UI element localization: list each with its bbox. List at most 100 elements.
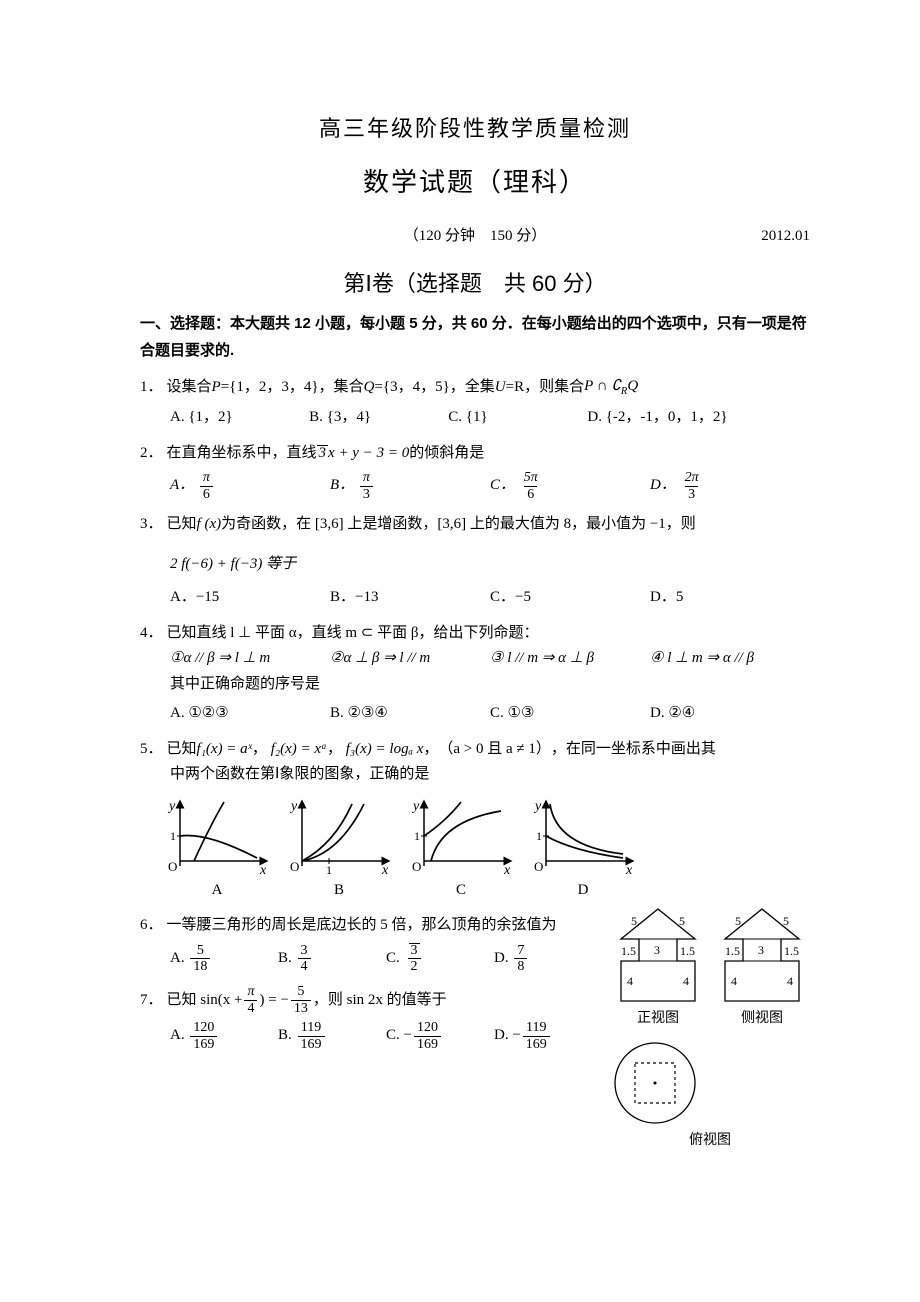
svg-text:y: y [533,799,542,814]
question-2: 2． 在直角坐标系中，直线 3x + y − 3 = 0 的倾斜角是 A． π6… [140,441,810,502]
question-1: 1． 设集合 P ={1，2，3，4}，集合 Q ={3，4，5}，全集 U =… [140,374,810,430]
svg-text:O: O [412,859,421,874]
svg-text:1: 1 [170,829,176,843]
fv-d1: 5 [631,914,637,928]
q1-expr: P ∩ ∁RQ [584,374,638,401]
svg-text:x: x [503,863,511,876]
q5-f3: f₃(x) = logₐ x [346,737,424,763]
question-4: 4． 已知直线 l ⊥ 平面 α，直线 m ⊂ 平面 β，给出下列命题： ①α … [140,621,810,727]
top-view: 俯视图 [610,1039,810,1153]
q1-opt-D: D. {-2，-1，0，1，2} [587,405,810,431]
sv-d1: 5 [735,914,741,928]
q3-num: 3． [140,512,163,538]
q3-opt-A: A．−15 [170,585,330,611]
q2-opt-B: B． π3 [330,470,490,502]
q6-B-n: 3 [298,943,311,958]
q7-f2d: 13 [291,1000,311,1016]
q5-line2: 中两个函数在第Ⅰ象限的图象，正确的是 [170,762,810,788]
q6-C-lbl: C. [386,946,400,972]
q5-lbl-D: D [528,878,638,904]
q1-t2: ={1，2，3，4}，集合 [221,375,364,401]
q6-opt-C: C. 32 [386,943,494,975]
svg-text:1: 1 [536,829,542,843]
q5-fig-C: y x O 1 C [406,796,516,904]
svg-text:O: O [534,859,543,874]
side-view: 5 5 1.5 3 1.5 4 4 侧视图 [721,905,803,1031]
q2-A-n: π [200,470,213,485]
q2-t2: 的倾斜角是 [409,441,484,467]
q3-s2: 为奇函数，在 [3,6] 上是增函数，[3,6] 上的最大值为 8，最小值为 −… [221,512,696,538]
front-view-svg: 5 5 1.5 3 1.5 4 4 [617,905,699,1005]
q7-f2n: 5 [294,984,307,999]
q6-A-lbl: A. [170,946,185,972]
title-main: 高三年级阶段性教学质量检测 [140,110,810,147]
q2-opt-C: C． 5π6 [490,470,650,502]
top-view-svg [610,1039,700,1127]
q7-opt-B: B. 119169 [278,1020,386,1052]
q5-lbl-A: A [162,878,272,904]
q1-P: P [212,375,221,401]
sv-d5: 1.5 [784,944,799,958]
q4-opt-A: A. ①②③ [170,701,330,727]
svg-text:1: 1 [414,829,420,843]
meta-duration: （120 分钟 150 分） [404,228,547,244]
q2-B-lbl: B． [330,473,354,499]
q1-Q: Q [364,375,375,401]
q5-fig-D: y x O 1 D [528,796,638,904]
q4-p4: ④ l ⊥ m ⇒ α // β [650,646,810,672]
svg-text:y: y [411,799,420,814]
q5-svg-D: y x O 1 [528,796,638,876]
q3-opt-B: B．−13 [330,585,490,611]
q6-C-d: 2 [408,958,421,974]
q5-f2: f₂(x) = xᵃ [271,737,327,763]
q2-t1: 在直角坐标系中，直线 [167,441,317,467]
q7-A-lbl: A. [170,1023,185,1049]
sv-d6: 4 [731,974,737,988]
q2-B-n: π [360,470,373,485]
svg-text:1: 1 [326,863,332,876]
q5-cond: （a > 0 且 a ≠ 1） [438,737,551,763]
q4-opt-D: D. ②④ [650,701,810,727]
q7-s1: 已知 sin(x + [167,988,243,1014]
q4-num: 4． [140,621,163,647]
q2-opt-D: D． 2π3 [650,470,810,502]
fv-d5: 1.5 [680,944,695,958]
q5-s2: ，在同一坐标系中画出其 [551,737,716,763]
instructions: 一、选择题：本大题共 12 小题，每小题 5 分，共 60 分．在每小题给出的四… [140,310,810,364]
title-subject: 数学试题（理科） [140,161,810,205]
q6-B-lbl: B. [278,946,292,972]
q6-A-d: 18 [190,958,210,974]
q5-svg-A: y x O 1 [162,796,272,876]
q5-fig-B: y x O 1 B [284,796,394,904]
q5-num: 5． [140,737,163,763]
q7-D-lbl: D. − [494,1023,521,1049]
q3-opt-D: D．5 [650,585,810,611]
q2-eq: 3x + y − 3 = 0 [317,441,410,467]
q5-fig-A: y x O 1 A [162,796,272,904]
q1-t1: 设集合 [167,375,212,401]
question-5: 5． 已知 f₁(x) = aˣ， f₂(x) = xᵃ， f₃(x) = lo… [140,737,810,904]
q6-opt-B: B. 34 [278,943,386,975]
q3-s1: 已知 [167,512,197,538]
q1-t4: =R，则集合 [506,375,584,401]
q7-opt-C: C. − 120169 [386,1020,494,1052]
fv-d6: 4 [627,974,633,988]
svg-text:x: x [381,863,389,876]
q2-C-n: 5π [521,470,541,485]
sv-d7: 4 [787,974,793,988]
q4-opt-B: B. ②③④ [330,701,490,727]
q7-A-d: 169 [190,1036,217,1052]
front-view-label: 正视图 [617,1007,699,1031]
q4-p2: ②α ⊥ β ⇒ l // m [330,646,490,672]
q2-num: 2． [140,441,163,467]
q6-D-lbl: D. [494,946,509,972]
q6-B-d: 4 [298,958,311,974]
q5-figures: y x O 1 A y x O 1 B [162,796,810,904]
q4-line3: 其中正确命题的序号是 [170,672,810,698]
side-view-svg: 5 5 1.5 3 1.5 4 4 [721,905,803,1005]
fv-d7: 4 [683,974,689,988]
q7-opt-D: D. − 119169 [494,1020,602,1052]
q3-expr: 2 f(−6) + f(−3) 等于 [170,552,810,578]
q4-p3: ③ l // m ⇒ α ⊥ β [490,646,650,672]
fv-d4: 3 [654,943,660,957]
